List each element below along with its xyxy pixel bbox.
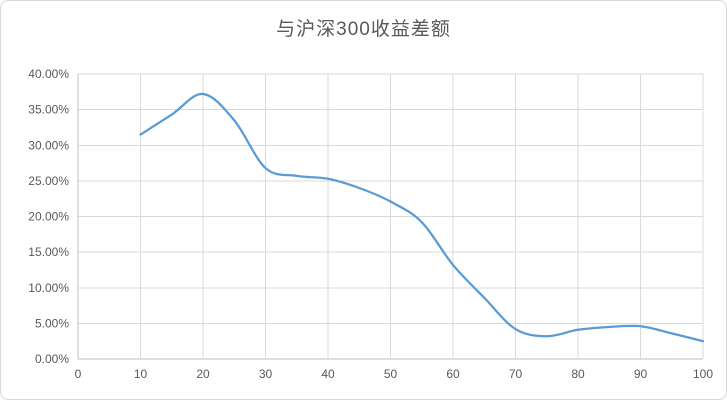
x-axis-tick-label: 40 [321,367,335,381]
chart-title: 与沪深300收益差额 [276,19,451,40]
x-axis-tick-label: 50 [384,367,398,381]
x-axis-tick-label: 60 [446,367,460,381]
y-axis-tick-label: 35.00% [28,103,69,117]
y-axis-tick-label: 15.00% [28,245,69,259]
x-axis-tick-label: 10 [134,367,148,381]
y-axis-tick-label: 25.00% [28,174,69,188]
x-axis-tick-label: 100 [693,367,713,381]
y-axis-tick-label: 40.00% [28,67,69,81]
y-axis-tick-label: 30.00% [28,138,69,152]
y-axis-tick-label: 10.00% [28,281,69,295]
x-axis-tick-label: 70 [509,367,523,381]
x-axis-tick-label: 20 [196,367,210,381]
y-axis-tick-label: 0.00% [35,352,69,366]
x-axis-tick-label: 80 [571,367,585,381]
x-axis-tick-label: 30 [259,367,273,381]
x-axis-tick-label: 90 [634,367,648,381]
series-line [139,92,705,343]
y-axis-tick-label: 5.00% [35,316,69,330]
y-axis-tick-label: 20.00% [28,210,69,224]
x-axis-tick-label: 0 [75,367,82,381]
